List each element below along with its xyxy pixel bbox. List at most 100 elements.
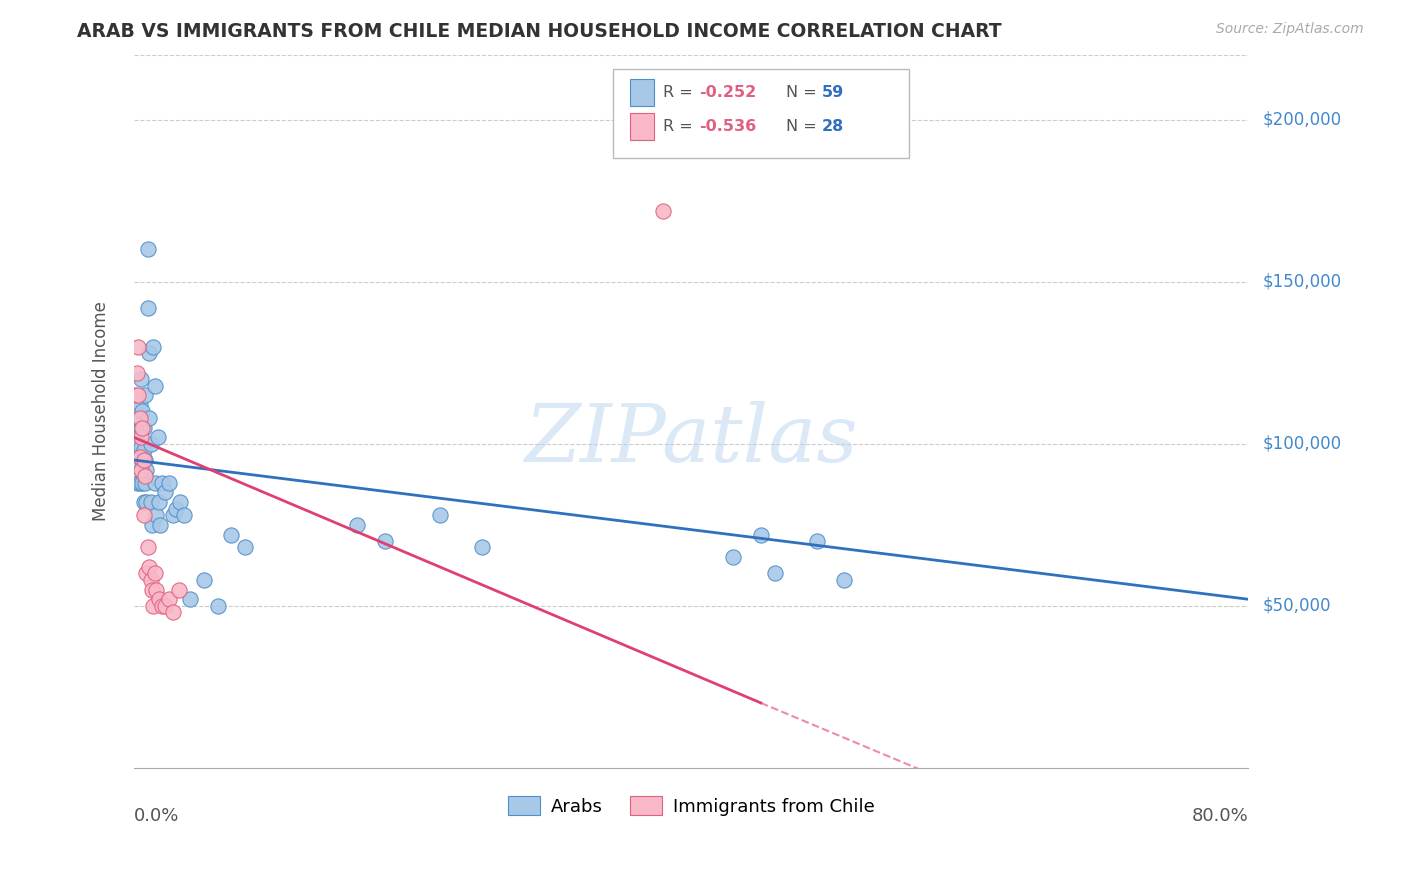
Point [131,453,153,467]
Point [134,475,156,490]
Point [132,443,155,458]
Point [127,437,149,451]
Point [132,420,155,434]
Point [129,372,152,386]
Point [132,508,155,522]
Point [143,566,166,581]
Text: -0.536: -0.536 [699,119,756,134]
Point [721,550,744,565]
Point [125,475,148,490]
Point [806,533,828,548]
Point [128,450,150,464]
Point [429,508,451,522]
Point [135,463,157,477]
Point [131,475,153,490]
Point [129,420,152,434]
Point [135,566,157,581]
Point [128,410,150,425]
Point [207,599,229,613]
Point [173,508,195,522]
Point [127,388,149,402]
Text: Source: ZipAtlas.com: Source: ZipAtlas.com [1216,22,1364,37]
Point [142,340,165,354]
Point [763,566,786,581]
Point [138,560,160,574]
Point [128,450,150,464]
Text: 28: 28 [821,119,844,134]
Point [374,533,396,548]
Point [125,427,148,442]
Point [150,599,173,613]
Point [134,388,156,402]
Point [134,453,156,467]
Point [471,541,494,555]
Point [131,420,153,434]
Point [150,475,173,490]
Point [346,517,368,532]
Y-axis label: Median Household Income: Median Household Income [93,301,110,521]
Point [153,599,176,613]
Text: ARAB VS IMMIGRANTS FROM CHILE MEDIAN HOUSEHOLD INCOME CORRELATION CHART: ARAB VS IMMIGRANTS FROM CHILE MEDIAN HOU… [77,22,1002,41]
Bar [630,113,654,140]
Point [129,463,152,477]
Point [153,485,176,500]
Text: -0.252: -0.252 [699,86,756,101]
Point [834,573,856,587]
Point [145,582,167,597]
Text: R =: R = [664,86,699,101]
Point [139,437,162,451]
Point [128,398,150,412]
Point [125,366,148,380]
Point [132,453,155,467]
Point [141,517,163,532]
Point [129,463,152,477]
Point [127,410,149,425]
Point [128,475,150,490]
Point [149,517,172,532]
Text: 0.0%: 0.0% [134,807,180,825]
Point [157,592,180,607]
Point [139,495,162,509]
Text: 59: 59 [821,86,844,101]
Point [148,592,170,607]
Point [179,592,201,607]
Text: ZIPatlas: ZIPatlas [524,401,858,479]
Point [167,582,190,597]
Text: $100,000: $100,000 [1263,434,1343,453]
Point [139,573,162,587]
Point [138,346,160,360]
Point [142,599,165,613]
Point [134,469,156,483]
Point [124,388,146,402]
Point [141,582,163,597]
Text: N =: N = [786,86,823,101]
Text: $200,000: $200,000 [1263,111,1343,129]
Point [221,527,243,541]
Text: R =: R = [664,119,699,134]
Point [145,508,167,522]
Text: $50,000: $50,000 [1263,597,1331,615]
Point [136,541,159,555]
Point [749,527,772,541]
Point [129,440,152,454]
Point [193,573,215,587]
Point [143,378,166,392]
Point [136,301,159,315]
Point [129,430,152,444]
Point [157,475,180,490]
Point [124,453,146,467]
Text: N =: N = [786,119,823,134]
Bar [630,79,654,106]
Point [652,203,675,218]
Point [131,404,153,418]
Point [135,495,157,509]
Point [127,340,149,354]
Point [143,475,166,490]
Point [132,495,155,509]
Point [162,508,184,522]
Text: 80.0%: 80.0% [1192,807,1249,825]
FancyBboxPatch shape [613,70,908,159]
Point [235,541,257,555]
Point [148,495,170,509]
Point [136,243,159,257]
